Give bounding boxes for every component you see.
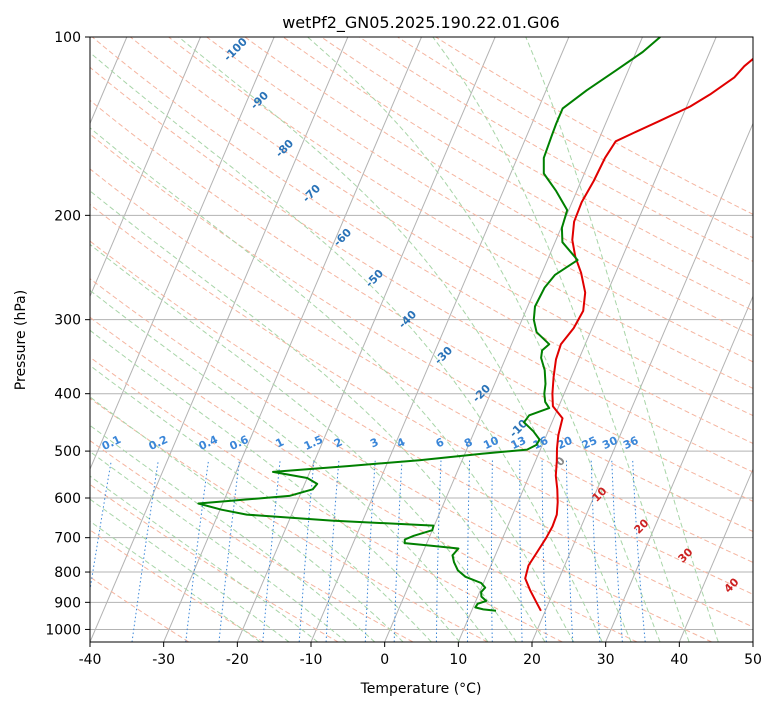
sounding-series [197,37,753,612]
mixing-ratio-line [185,460,209,642]
moist-adiabat-line [90,451,347,642]
moist-adiabat-line [90,243,517,642]
dry-adiabats [90,37,753,642]
x-tick-label: -40 [79,652,102,668]
y-axis-ticks: 100 200 300 400 500 600 700 800 900 1000 [45,30,90,638]
y-tick-label: 500 [54,444,81,460]
x-tick-label: 0 [380,652,389,668]
dry-adiabat-line [90,133,753,533]
y-tick-label: 700 [54,531,81,547]
mixing-ratio-label: 10 [481,434,501,452]
moist-adiabat-line [90,190,546,642]
dry-adiabat-line [90,278,712,642]
x-tick-label: 10 [449,652,467,668]
y-tick-label: 600 [54,491,81,507]
y-tick-label: 300 [54,313,81,329]
x-tick-label: 50 [744,652,762,668]
dry-adiabat-line [90,529,264,642]
dry-adiabat-line [130,37,753,417]
isotherm-line [163,37,422,642]
isotherm-line [90,37,201,298]
moist-adiabat-line [90,520,261,642]
moist-adiabat-line [90,289,489,642]
moist-adiabats [90,37,719,642]
mixing-ratio-label: 36 [621,434,641,452]
moist-adiabat-line [178,37,632,642]
y-tick-label: 800 [54,565,81,581]
isotherm-line [90,37,349,642]
temperature-line [524,57,753,612]
moist-adiabat-line [307,37,661,642]
x-tick-label: 30 [597,652,615,668]
y-tick-label: 400 [54,387,81,403]
dry-adiabat-line [90,440,414,642]
dry-adiabat-line [206,37,753,363]
mixing-ratio-label: 16 [531,434,551,452]
dry-adiabat-line [90,66,753,473]
mixing-ratio-line [218,460,240,642]
dewpoint-line [197,37,661,612]
moist-adiabat-line [90,127,575,642]
dry-adiabat-line [320,37,753,287]
mixing-ratio-label: 20 [555,434,575,452]
dry-adiabat-line [90,483,339,642]
mixing-ratio-label: 30 [600,434,620,452]
dry-adiabat-line [244,37,753,337]
isotherm-line [384,37,643,642]
y-tick-label: 100 [54,30,81,46]
x-axis-title: Temperature (°C) [360,681,482,697]
isotherm-line [678,467,753,642]
mixing-ratio-lines [90,460,646,642]
isotherm-line [457,37,717,642]
x-axis-ticks: -40 -30 -20 -10 0 10 20 30 40 50 [79,642,762,668]
mixing-ratio-line [131,460,159,642]
plot-frame [89,36,754,643]
isotherm-line [605,295,753,642]
chart-title: wetPf2_GN05.2025.190.22.01.G06 [282,13,560,33]
mixing-ratio-label: 13 [509,434,528,452]
y-tick-label: 1000 [45,622,81,638]
dry-adiabat-line [90,240,753,628]
dry-adiabat-line [90,99,753,502]
dry-adiabat-line [90,203,753,595]
isotherm-line [236,37,496,642]
moist-adiabat-line [90,424,376,642]
moist-adiabat-line [90,364,432,642]
y-tick-label: 200 [54,208,81,224]
mixing-ratio-label: 25 [580,434,599,452]
moist-adiabat-line [432,37,690,642]
x-tick-label: -10 [300,652,323,668]
dry-adiabat-line [90,168,753,563]
x-tick-label: -20 [226,652,249,668]
x-tick-label: 40 [670,652,688,668]
y-tick-label: 900 [54,595,81,611]
y-axis-title: Pressure (hPa) [13,290,29,390]
mixing-ratio-line [90,460,112,593]
dry-adiabat-line [359,37,753,262]
isobar-grid [90,37,753,630]
moist-adiabat-line [90,51,603,642]
isotherm-line [90,37,275,471]
x-tick-label: 20 [523,652,541,668]
isotherm-line [531,122,753,642]
x-tick-label: -30 [152,652,175,668]
moist-adiabat-line [525,37,719,642]
moist-adiabat-line [90,329,461,642]
